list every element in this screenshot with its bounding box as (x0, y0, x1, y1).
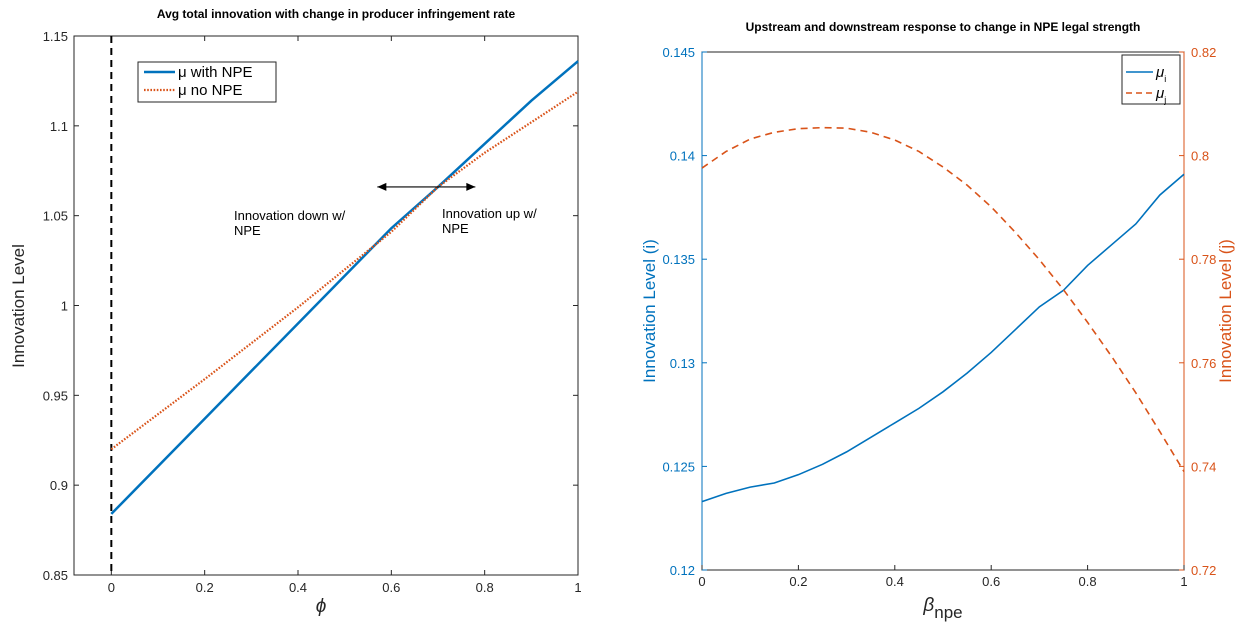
chart-1-legend: μ with NPE μ no NPE (137, 61, 277, 103)
chart-2-xlabel: βnpe (922, 595, 962, 622)
chart-1-ytick-label: 1.05 (43, 209, 68, 224)
chart-2: Upstream and downstream response to chan… (640, 20, 1235, 622)
chart-1-legend-label-no-npe: μ no NPE (178, 82, 243, 99)
chart-2-legend-label-mu-j: μj (1155, 85, 1166, 105)
chart-1-arrow-head-right (466, 182, 476, 191)
chart-1-ytick-label: 0.85 (43, 568, 68, 583)
chart-1: Avg total innovation with change in prod… (9, 7, 582, 617)
chart-1-ytick-label: 0.9 (50, 478, 68, 493)
chart-2-series-mu-i (701, 173, 1185, 503)
chart-2-ytick-left-label: 0.125 (662, 459, 695, 474)
chart-1-ytick-label: 1.1 (50, 119, 68, 134)
chart-2-ytick-right-label: 0.78 (1191, 252, 1216, 267)
chart-2-legend-mu-i-symbol: μ (1155, 64, 1164, 81)
chart-2-legend-mu-j-sub: j (1163, 95, 1166, 105)
chart-1-xtick-label: 1 (574, 580, 581, 595)
chart-1-lines (110, 36, 579, 575)
chart-2-legend-mu-i-sub: i (1164, 74, 1166, 84)
chart-1-series-no-npe (110, 90, 579, 451)
chart-2-ytick-right-label: 0.74 (1191, 459, 1216, 474)
chart-2-ytick-right-label: 0.82 (1191, 45, 1216, 60)
chart-2-lines (701, 126, 1185, 503)
chart-1-xlabel: ϕ (316, 596, 327, 617)
chart-1-axes (73, 35, 579, 576)
chart-1-annotation-down-line2: NPE (234, 223, 261, 238)
chart-1-xtick-label: 0.6 (382, 580, 400, 595)
chart-2-xlabel-subscript: npe (934, 603, 962, 622)
chart-1-plot-frame (73, 35, 579, 576)
chart-2-ylabel-right: Innovation Level (j) (1216, 239, 1235, 383)
chart-2-ytick-left-label: 0.145 (662, 45, 695, 60)
chart-2-ytick-right-label: 0.72 (1191, 563, 1216, 578)
chart-1-xtick-label: 0 (108, 580, 115, 595)
chart-2-xlabel-symbol: β (922, 595, 934, 616)
chart-1-ytick-label: 0.95 (43, 388, 68, 403)
chart-1-legend-box (137, 61, 277, 103)
chart-1-series-with-npe (110, 60, 579, 515)
chart-1-legend-label-with-npe: μ with NPE (178, 64, 253, 81)
chart-1-annotation-up-line2: NPE (442, 221, 469, 236)
chart-2-ytick-right-label: 0.8 (1191, 149, 1209, 164)
chart-2-plot-frame (701, 51, 1185, 571)
chart-2-xtick-label: 0.6 (982, 574, 1000, 589)
chart-2-xtick-label: 0.8 (1079, 574, 1097, 589)
chart-1-ticks: 0 0.2 0.4 0.6 0.8 1 0.85 0.9 0.95 1 1.05 1.1 1.15 (43, 29, 582, 595)
chart-2-legend-box (1121, 54, 1181, 105)
chart-2-xtick-label: 0.2 (789, 574, 807, 589)
chart-2-xtick-label: 0 (698, 574, 705, 589)
chart-1-annotation-up-line1: Innovation up w/ (442, 206, 537, 221)
chart-2-ylabel-left: Innovation Level (i) (640, 239, 659, 383)
chart-2-title: Upstream and downstream response to chan… (746, 20, 1141, 34)
chart-2-ytick-left-label: 0.135 (662, 252, 695, 267)
chart-2-ytick-left-label: 0.13 (670, 356, 695, 371)
chart-2-xtick-label: 0.4 (886, 574, 904, 589)
chart-2-legend: μi μj (1121, 54, 1181, 105)
chart-2-legend-mu-j-symbol: μ (1155, 85, 1164, 102)
chart-2-ytick-left-label: 0.14 (670, 149, 695, 164)
chart-1-ytick-label: 1 (61, 299, 68, 314)
chart-2-ticks: 0 0.2 0.4 0.6 0.8 1 0.12 0.125 0.13 0.135 0.14 0.14… (662, 45, 1216, 589)
chart-1-xtick-label: 0.8 (476, 580, 494, 595)
chart-1-double-arrow (377, 182, 476, 191)
chart-1-xtick-label: 0.4 (289, 580, 307, 595)
chart-1-annotation-down-line1: Innovation down w/ (234, 208, 346, 223)
chart-1-title: Avg total innovation with change in prod… (157, 7, 516, 21)
chart-1-ytick-label: 1.15 (43, 29, 68, 44)
chart-1-xtick-label: 0.2 (196, 580, 214, 595)
chart-2-legend-label-mu-i: μi (1155, 64, 1166, 84)
chart-2-series-mu-j (701, 126, 1185, 472)
chart-2-ytick-right-label: 0.76 (1191, 356, 1216, 371)
chart-1-ylabel: Innovation Level (9, 244, 28, 368)
chart-2-xtick-label: 1 (1180, 574, 1187, 589)
chart-1-arrow-head-left (377, 182, 387, 191)
chart-2-ytick-left-label: 0.12 (670, 563, 695, 578)
